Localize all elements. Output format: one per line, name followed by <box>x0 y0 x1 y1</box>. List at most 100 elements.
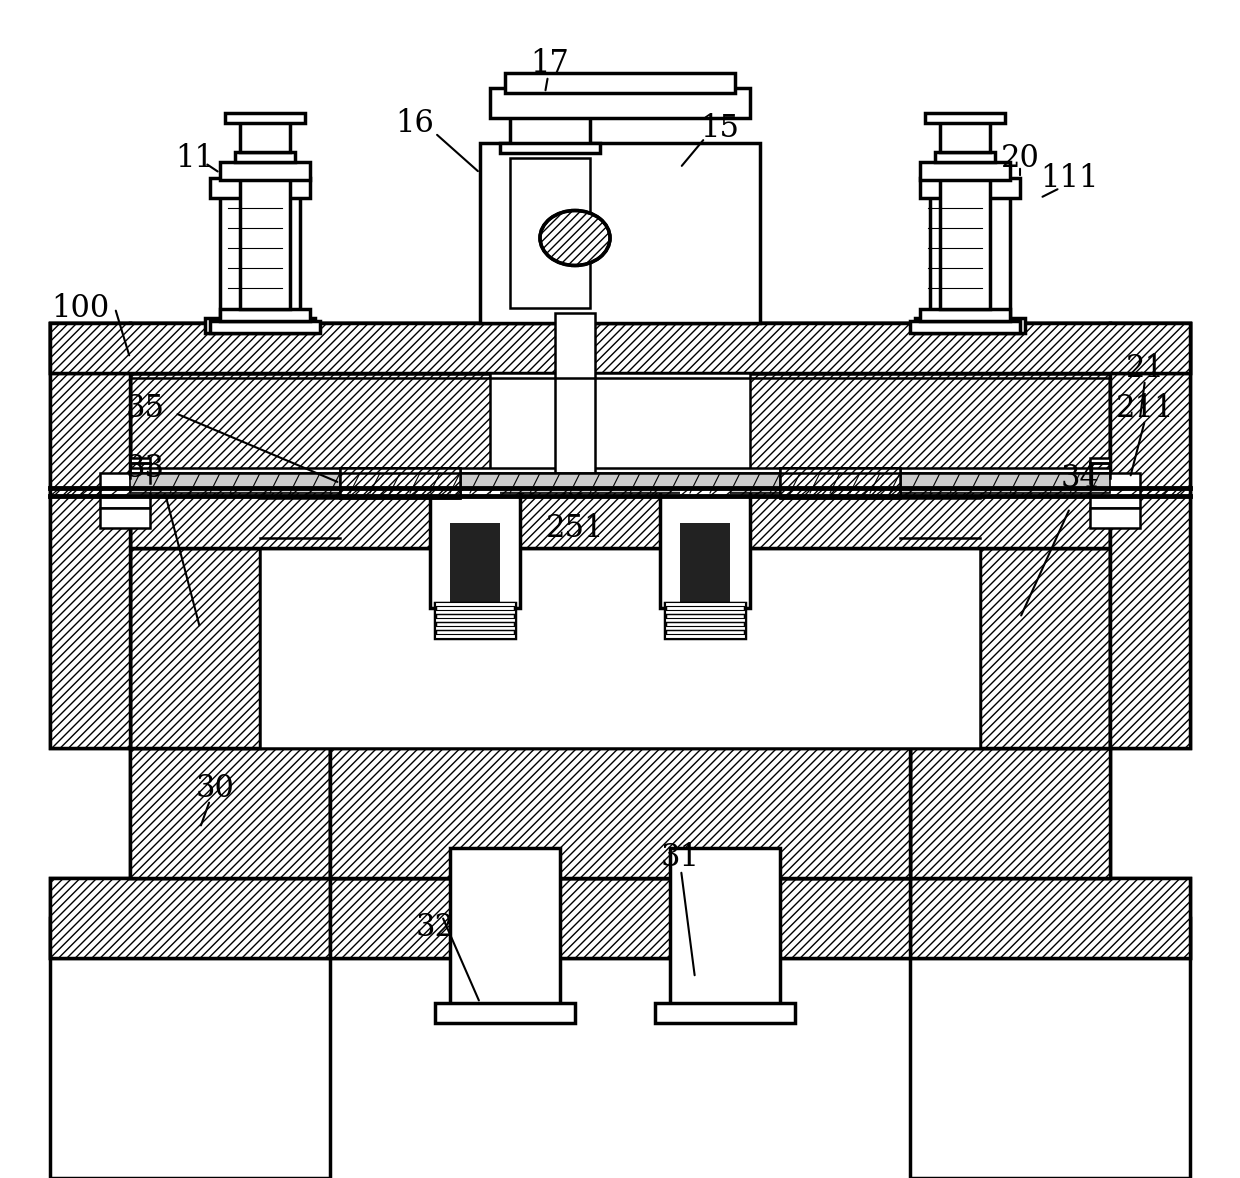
Text: 11: 11 <box>176 143 215 173</box>
Bar <box>665 603 745 638</box>
Bar <box>980 548 1110 748</box>
Text: 21: 21 <box>1126 352 1164 384</box>
Bar <box>450 518 500 608</box>
Bar <box>330 878 910 958</box>
Bar <box>910 918 1190 1178</box>
Bar <box>1110 323 1190 748</box>
Bar <box>435 602 515 605</box>
Bar <box>130 748 1110 878</box>
Bar <box>665 602 745 605</box>
Text: 31: 31 <box>661 842 699 874</box>
Text: 111: 111 <box>1040 163 1099 193</box>
Bar <box>660 488 750 608</box>
Bar <box>435 610 515 614</box>
Bar <box>680 488 730 523</box>
Text: 211: 211 <box>1116 392 1174 424</box>
Text: 33: 33 <box>125 452 165 483</box>
Bar <box>430 488 520 608</box>
Bar <box>915 318 1025 333</box>
Bar <box>670 848 780 1008</box>
Bar <box>130 488 1110 548</box>
Bar <box>130 548 260 748</box>
Bar <box>50 323 1190 373</box>
Bar <box>780 468 900 498</box>
Bar <box>655 1002 795 1023</box>
Text: 100: 100 <box>51 292 109 324</box>
Bar <box>435 603 515 638</box>
Bar <box>50 918 330 1178</box>
Bar <box>130 474 1110 494</box>
Bar <box>130 323 1110 373</box>
Bar <box>130 458 150 463</box>
Bar <box>330 748 910 878</box>
Bar <box>130 323 1110 373</box>
Bar <box>680 518 730 608</box>
Bar <box>340 468 460 498</box>
Bar <box>450 488 500 523</box>
Bar <box>50 323 130 748</box>
Bar <box>920 309 1011 320</box>
Bar <box>910 878 1190 958</box>
Bar <box>450 848 560 1008</box>
Bar <box>505 73 735 93</box>
Bar <box>940 123 990 152</box>
Bar <box>130 748 330 878</box>
Bar <box>1090 508 1140 528</box>
Bar <box>130 373 1110 474</box>
Bar <box>219 163 310 180</box>
Ellipse shape <box>539 211 610 265</box>
Bar <box>935 152 994 163</box>
Text: 30: 30 <box>196 773 234 803</box>
Bar <box>925 113 1004 123</box>
Bar <box>260 548 980 748</box>
Bar <box>224 113 305 123</box>
Text: 15: 15 <box>701 113 739 144</box>
Bar <box>556 313 595 478</box>
Bar <box>100 474 150 508</box>
Bar <box>665 618 745 622</box>
Bar <box>500 143 600 153</box>
Bar <box>130 488 1110 548</box>
Bar <box>435 618 515 622</box>
Bar <box>340 468 460 498</box>
Bar <box>50 878 1190 958</box>
Bar <box>1110 323 1190 748</box>
Bar <box>510 158 590 307</box>
Text: 251: 251 <box>546 512 604 543</box>
Text: 35: 35 <box>125 392 165 424</box>
Bar <box>219 183 300 323</box>
Bar <box>510 108 590 148</box>
Bar <box>205 318 315 333</box>
Bar <box>435 1002 575 1023</box>
Polygon shape <box>556 478 595 498</box>
Bar <box>241 123 290 152</box>
Bar <box>210 320 320 333</box>
Bar <box>50 878 330 958</box>
Bar <box>241 179 290 309</box>
Bar <box>665 626 745 630</box>
Bar <box>1090 458 1110 463</box>
Bar <box>490 373 750 474</box>
Text: 20: 20 <box>1001 143 1039 173</box>
Text: 34: 34 <box>1060 463 1100 494</box>
Bar <box>780 468 900 498</box>
Bar <box>435 634 515 638</box>
Bar <box>130 548 1110 748</box>
Bar <box>490 88 750 118</box>
Bar <box>665 634 745 638</box>
Bar <box>210 178 310 198</box>
Bar <box>100 508 150 528</box>
Bar <box>930 183 1011 323</box>
Bar <box>50 323 1190 373</box>
Bar <box>50 323 130 748</box>
Bar <box>330 748 910 878</box>
Bar <box>435 626 515 630</box>
Bar <box>219 309 310 320</box>
Bar <box>920 178 1021 198</box>
Bar <box>940 179 990 309</box>
Bar <box>920 163 1011 180</box>
Bar <box>665 610 745 614</box>
Bar <box>1090 474 1140 508</box>
Bar <box>130 468 1110 478</box>
Text: 16: 16 <box>396 107 434 139</box>
